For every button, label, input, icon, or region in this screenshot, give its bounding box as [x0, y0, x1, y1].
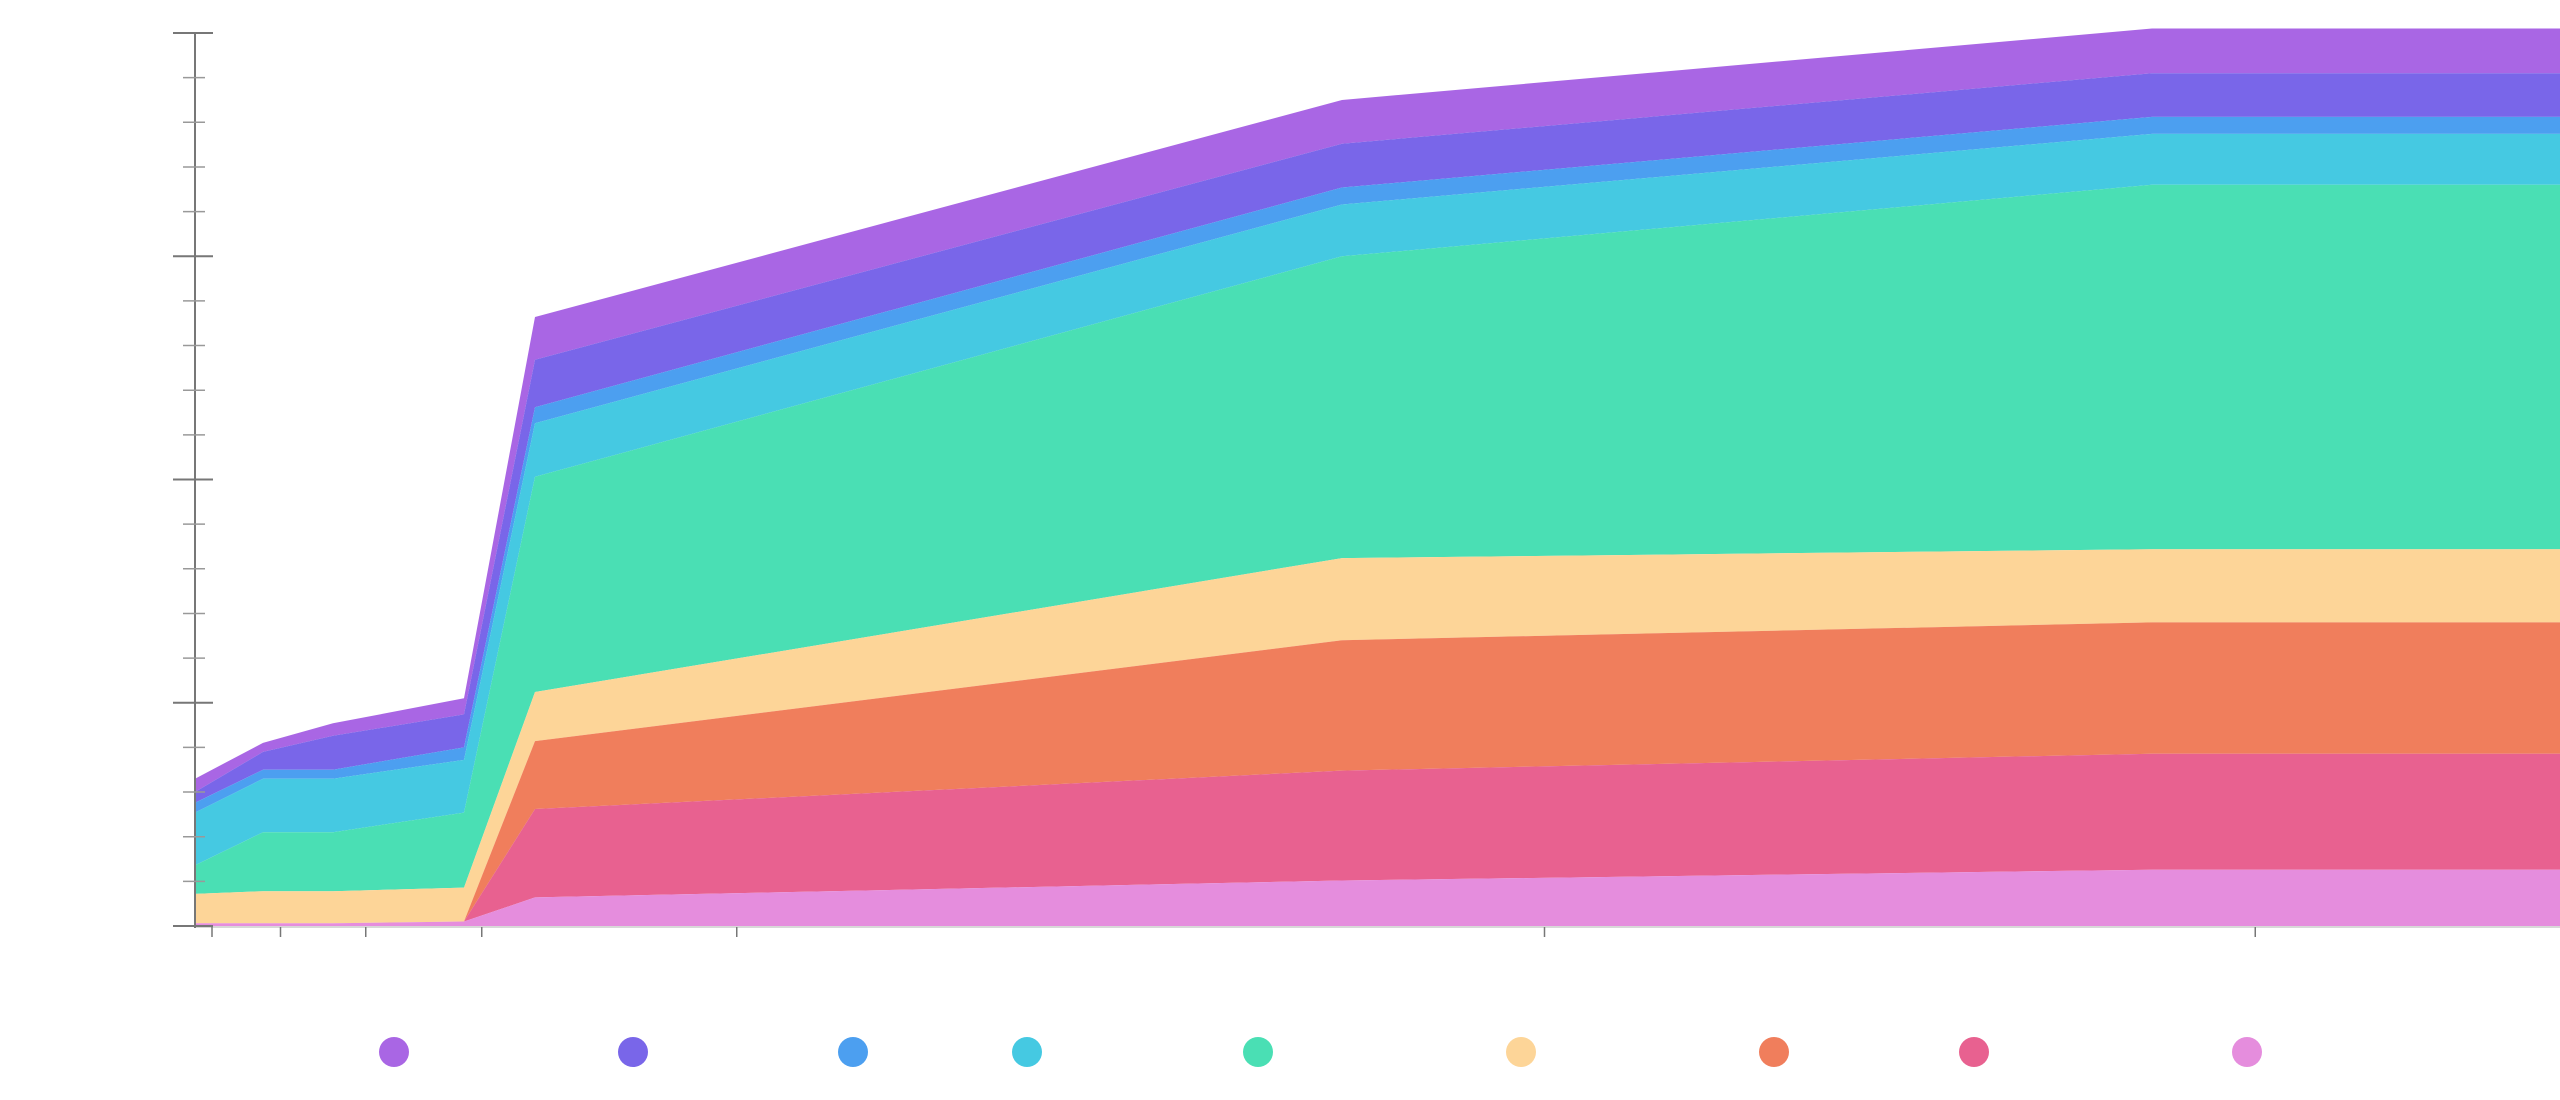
- legend-marker-3[interactable]: [838, 1037, 868, 1067]
- legend[interactable]: [379, 1037, 2262, 1067]
- area-series-6: [195, 133, 2560, 866]
- area-series-8: [195, 73, 2560, 803]
- area-series-1: [195, 869, 2560, 926]
- legend-marker-7[interactable]: [1759, 1037, 1789, 1067]
- legend-marker-6[interactable]: [1506, 1037, 1536, 1067]
- legend-marker-9[interactable]: [2232, 1037, 2262, 1067]
- legend-marker-5[interactable]: [1243, 1037, 1273, 1067]
- legend-marker-2[interactable]: [618, 1037, 648, 1067]
- area-series-3: [195, 622, 2560, 924]
- area-series-5: [195, 184, 2560, 894]
- legend-marker-8[interactable]: [1959, 1037, 1989, 1067]
- series-areas: [195, 28, 2560, 926]
- area-series-9: [195, 28, 2560, 792]
- legend-marker-4[interactable]: [1012, 1037, 1042, 1067]
- legend-marker-1[interactable]: [379, 1037, 409, 1067]
- axes: [173, 32, 2560, 937]
- area-series-2: [195, 753, 2560, 924]
- area-series-4: [195, 549, 2560, 924]
